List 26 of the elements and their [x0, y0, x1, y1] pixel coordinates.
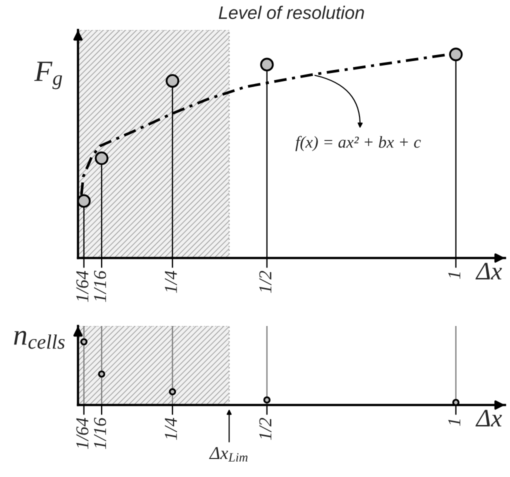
- band-label: Δx$_{Lim}$: [209, 447, 248, 462]
- x-tick-label: 1: [448, 419, 460, 426]
- point: [166, 74, 180, 88]
- y-axis-title: n$_{cells}$: [14, 330, 65, 349]
- x-tick-label: 1/16: [94, 270, 106, 302]
- x-tick-label: 1: [448, 272, 460, 279]
- point: [260, 58, 274, 72]
- point: [80, 338, 88, 346]
- point: [77, 194, 91, 208]
- y-axis-title: F$_{g}$: [34, 62, 62, 90]
- x-tick-label: 1/4: [164, 270, 177, 293]
- point: [94, 151, 108, 166]
- annotation: f(x) = ax² + bx + c: [295, 136, 421, 152]
- x-tick-label: 1/16: [94, 418, 106, 449]
- x-tick-label: 1/64: [76, 418, 88, 449]
- point: [98, 370, 106, 378]
- chart-title: Level of resolution: [218, 6, 364, 20]
- x-tick-label: 1/2: [259, 270, 272, 293]
- point: [168, 388, 176, 396]
- point: [449, 48, 463, 62]
- x-axis-title: Δx: [475, 410, 502, 426]
- x-axis-title: Δx: [475, 262, 502, 280]
- point: [263, 396, 271, 404]
- x-tick-label: 1/2: [259, 418, 272, 440]
- x-tick-label: 1/64: [76, 270, 88, 302]
- x-tick-label: 1/4: [164, 418, 177, 440]
